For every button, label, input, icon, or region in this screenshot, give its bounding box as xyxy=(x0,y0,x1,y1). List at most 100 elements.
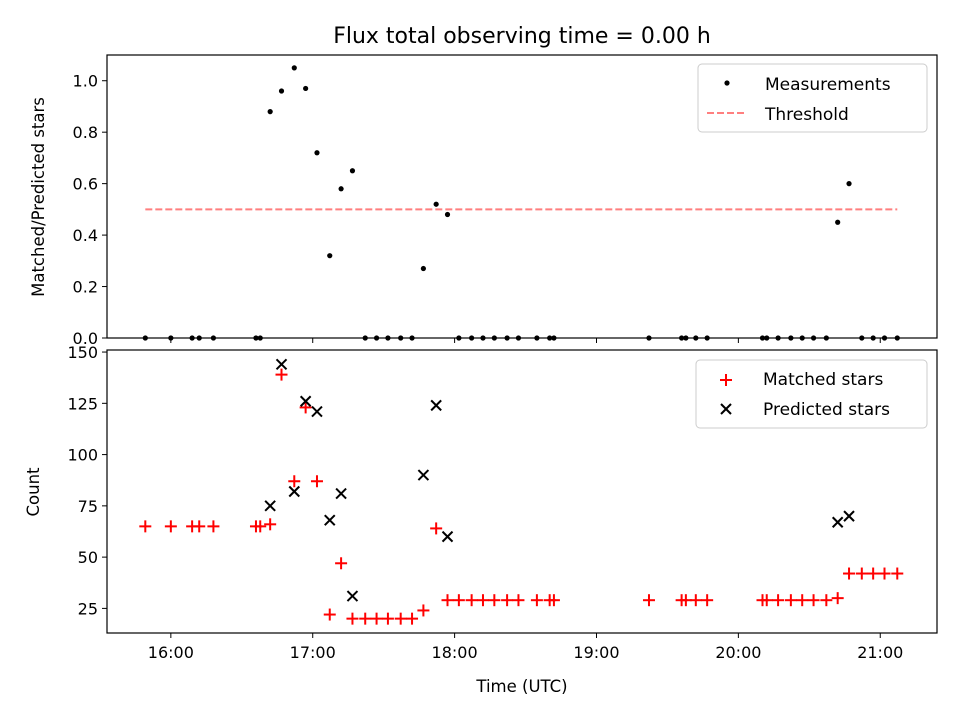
matched-star-point xyxy=(359,612,372,625)
panel-bottom: 25 50 75 100 125 150 16:00 17:00 18:00 19:00 20:0… xyxy=(24,343,938,696)
measurement-point xyxy=(291,65,297,71)
matched-star-point xyxy=(855,567,868,580)
x-tick-label: 17:00 xyxy=(290,643,336,662)
top-marks xyxy=(142,65,900,341)
matched-star-point xyxy=(820,594,833,607)
matched-star-point xyxy=(878,567,891,580)
legend-predicted-marker xyxy=(720,403,732,415)
measurement-point xyxy=(278,88,285,94)
matched-star-point xyxy=(891,567,904,580)
matched-star-point xyxy=(323,608,336,621)
y-tick-label: 50 xyxy=(78,548,98,567)
matched-star-point xyxy=(843,567,856,580)
top-y-ticks: 0.0 0.2 0.4 0.6 0.8 1.0 xyxy=(73,72,107,348)
y-tick-label: 75 xyxy=(78,497,98,516)
measurement-point xyxy=(420,265,426,272)
legend-predicted-label: Predicted stars xyxy=(763,400,890,420)
predicted-star-point xyxy=(275,358,288,371)
matched-star-point xyxy=(807,594,820,607)
matched-star-point xyxy=(760,594,773,607)
matched-star-point xyxy=(264,518,277,531)
legend-measurements-marker xyxy=(724,80,730,86)
y-tick-label: 25 xyxy=(78,599,98,618)
matched-star-point xyxy=(417,604,430,617)
matched-star-point xyxy=(772,594,785,607)
legend-matched-marker xyxy=(720,374,732,386)
measurement-point xyxy=(835,219,841,225)
predicted-star-point xyxy=(299,395,312,407)
y-tick-label: 150 xyxy=(67,343,98,362)
matched-star-point xyxy=(430,522,443,535)
measurement-point xyxy=(314,150,320,156)
matched-star-point xyxy=(394,612,407,625)
bottom-x-ticks: 16:00 17:00 18:00 19:00 20:00 21:00 xyxy=(148,633,903,662)
predicted-star-point xyxy=(324,514,336,526)
top-y-axis-label: Matched/Predicted stars xyxy=(29,97,48,297)
matched-star-point xyxy=(335,557,348,570)
matched-star-point xyxy=(476,594,489,607)
matched-star-point xyxy=(784,594,797,607)
y-tick-label: 0.4 xyxy=(73,226,98,245)
bottom-y-ticks: 25 50 75 100 125 150 xyxy=(67,343,107,618)
legend-measurements-label: Measurements xyxy=(765,75,891,95)
matched-star-point xyxy=(488,594,501,607)
matched-star-point xyxy=(139,520,152,533)
predicted-star-point xyxy=(831,516,844,528)
bottom-axes-frame xyxy=(106,349,938,634)
matched-star-point xyxy=(406,612,419,625)
top-x-ticks xyxy=(170,338,881,343)
matched-star-point xyxy=(275,368,288,381)
matched-star-point xyxy=(501,594,514,607)
matched-star-point xyxy=(547,594,560,607)
predicted-star-point xyxy=(311,405,323,418)
measurement-point xyxy=(267,109,273,115)
predicted-star-point xyxy=(430,399,442,412)
bottom-marks xyxy=(139,358,904,625)
predicted-star-point xyxy=(346,590,359,602)
matched-star-point xyxy=(193,520,206,533)
matched-star-point xyxy=(867,567,880,580)
y-tick-label: 1.0 xyxy=(73,72,98,91)
matched-star-point xyxy=(299,401,312,414)
measurement-point xyxy=(303,85,309,92)
predicted-star-point xyxy=(441,530,454,543)
matched-star-point xyxy=(381,612,394,625)
y-tick-label: 0.8 xyxy=(73,123,98,142)
matched-star-point xyxy=(207,520,220,533)
measurement-point xyxy=(846,181,852,187)
top-axes-frame xyxy=(106,54,938,339)
predicted-star-point xyxy=(417,469,430,481)
matched-star-point xyxy=(288,475,301,488)
matched-star-point xyxy=(452,594,465,607)
matched-star-point xyxy=(512,594,525,607)
matched-star-point xyxy=(441,594,454,607)
matched-star-point xyxy=(310,475,323,488)
x-tick-label: 20:00 xyxy=(715,643,761,662)
y-tick-label: 100 xyxy=(67,446,98,465)
matched-star-point xyxy=(254,520,267,533)
y-tick-label: 125 xyxy=(67,394,98,413)
panel-top: 0.0 0.2 0.4 0.6 0.8 1.0 Matched/Predicted sta… xyxy=(29,54,938,348)
x-tick-label: 19:00 xyxy=(573,643,619,662)
x-axis-label: Time (UTC) xyxy=(475,677,567,696)
matched-star-point xyxy=(689,594,702,607)
x-tick-label: 18:00 xyxy=(432,643,478,662)
measurement-point xyxy=(349,168,356,174)
matched-star-point xyxy=(701,594,714,607)
legend-threshold-label: Threshold xyxy=(764,105,849,125)
y-tick-label: 0.6 xyxy=(73,175,98,194)
top-legend-box xyxy=(697,63,928,133)
chart-title: Flux total observing time = 0.00 h xyxy=(333,24,711,49)
matched-star-point xyxy=(796,594,809,607)
bottom-legend-box xyxy=(695,359,928,429)
x-tick-label: 16:00 xyxy=(148,643,194,662)
measurement-point xyxy=(338,186,344,192)
predicted-star-point xyxy=(288,485,300,498)
matched-star-point xyxy=(530,594,543,607)
matched-star-point xyxy=(346,612,359,625)
matched-star-point xyxy=(831,592,844,605)
bottom-y-axis-label: Count xyxy=(24,467,43,517)
measurement-point xyxy=(444,211,451,218)
top-legend: Measurements Threshold xyxy=(697,63,928,133)
